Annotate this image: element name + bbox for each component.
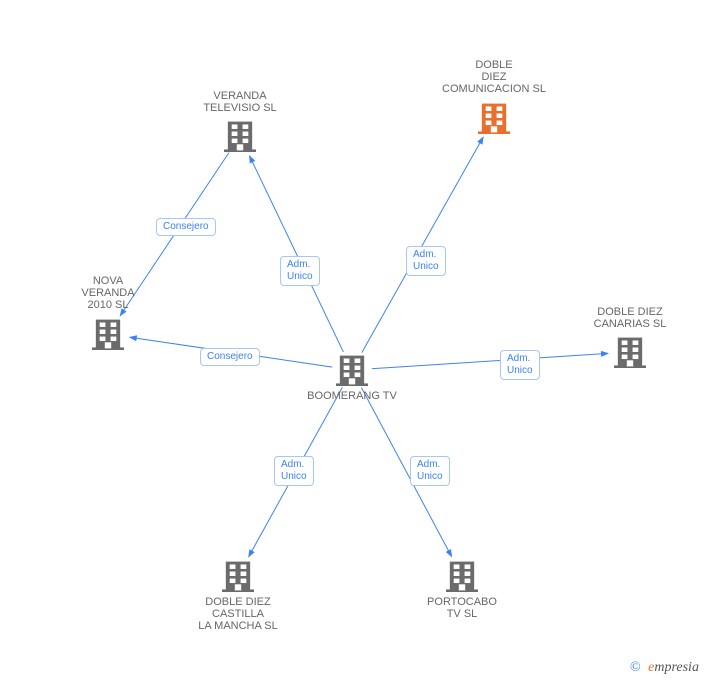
building-icon xyxy=(92,320,124,350)
building-icon xyxy=(224,122,256,152)
node-label-portocabo: PORTOCABO TV SL xyxy=(392,596,532,620)
node-label-boomerang: BOOMERANG TV xyxy=(282,390,422,402)
edge-boomerang-canarias xyxy=(372,353,608,368)
node-label-dobleComm: DOBLE DIEZ COMUNICACION SL xyxy=(424,59,564,95)
watermark-text: mpresia xyxy=(654,660,699,675)
building-icon xyxy=(222,562,254,592)
edge-label-boomerang-dobleComm: Adm. Unico xyxy=(406,246,446,276)
edge-label-boomerang-nova: Consejero xyxy=(200,348,260,366)
node-label-veranda: VERANDA TELEVISIO SL xyxy=(170,90,310,114)
node-label-mancha: DOBLE DIEZ CASTILLA LA MANCHA SL xyxy=(168,596,308,632)
watermark: © empresia xyxy=(630,660,699,676)
edge-label-boomerang-veranda: Adm. Unico xyxy=(280,256,320,286)
building-icon xyxy=(446,562,478,592)
diagram-canvas xyxy=(0,0,728,685)
edge-label-boomerang-canarias: Adm. Unico xyxy=(500,350,540,380)
node-label-nova: NOVA VERANDA 2010 SL xyxy=(38,275,178,311)
building-icon xyxy=(336,356,368,386)
copyright-symbol: © xyxy=(630,660,641,675)
edge-boomerang-dobleComm xyxy=(362,137,483,352)
edge-label-boomerang-portocabo: Adm. Unico xyxy=(410,456,450,486)
node-label-canarias: DOBLE DIEZ CANARIAS SL xyxy=(560,306,700,330)
building-icon xyxy=(614,338,646,368)
edge-label-boomerang-mancha: Adm. Unico xyxy=(274,456,314,486)
building-icon xyxy=(478,104,510,134)
edge-label-veranda-nova: Consejero xyxy=(156,218,216,236)
edge-boomerang-veranda xyxy=(249,156,343,352)
